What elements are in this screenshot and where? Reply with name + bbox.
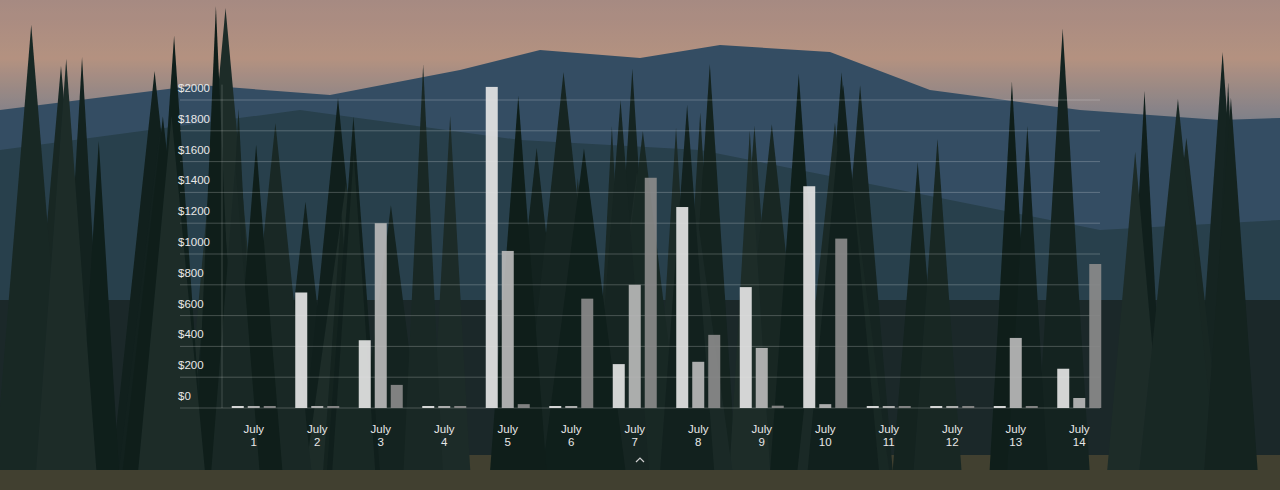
bar — [676, 207, 688, 408]
x-tick-label: July13 — [1006, 423, 1027, 448]
bar — [692, 362, 704, 408]
sky — [0, 0, 1280, 490]
canvas: $0 $200 $400 $600 $800 $1000 $1200 $1400 $1600 $1… — [0, 0, 1280, 490]
bars — [232, 87, 1102, 408]
bar — [438, 406, 450, 408]
bar — [295, 293, 307, 409]
x-tick-label: July11 — [879, 423, 900, 448]
x-tick-label: July12 — [942, 423, 963, 448]
bar — [629, 285, 641, 408]
bar — [581, 299, 593, 408]
x-tick-label: July4 — [434, 423, 455, 448]
bar — [819, 404, 831, 408]
x-tick-label: July1 — [244, 423, 265, 448]
bar — [518, 404, 530, 408]
bar — [264, 406, 276, 408]
x-tick-label: July8 — [688, 423, 709, 448]
x-tick-label: July5 — [498, 423, 519, 448]
y-tick-label: $600 — [178, 298, 204, 310]
y-tick-label: $200 — [178, 359, 204, 371]
bar — [930, 406, 942, 408]
bar — [867, 406, 879, 408]
bar — [1057, 369, 1069, 408]
y-axis-line — [222, 85, 223, 408]
bar — [422, 406, 434, 408]
bar — [1010, 338, 1022, 408]
bar — [708, 335, 720, 408]
bar — [375, 223, 387, 408]
bar — [454, 406, 466, 408]
y-tick-label: $1600 — [178, 144, 210, 156]
x-tick-label: July14 — [1069, 423, 1090, 448]
bar — [803, 186, 815, 408]
bar — [232, 406, 244, 408]
y-tick-label: $2000 — [178, 82, 210, 94]
y-tick-label: $1400 — [178, 174, 210, 186]
shade — [0, 0, 1280, 490]
grid-line — [180, 254, 1100, 255]
grid-line — [180, 161, 1100, 162]
grid-line — [180, 100, 1100, 101]
grid — [180, 100, 1100, 408]
x-tick-label: July2 — [307, 423, 328, 448]
expand-caret[interactable] — [636, 458, 644, 462]
y-tick-label: $0 — [178, 390, 191, 402]
bar — [883, 406, 895, 408]
x-tick-label: July6 — [561, 423, 582, 448]
bar — [248, 406, 260, 408]
grid-line — [180, 130, 1100, 131]
x-tick-label: July10 — [815, 423, 836, 448]
y-tick-label: $1000 — [178, 236, 210, 248]
y-tick-label: $800 — [178, 267, 204, 279]
bar — [359, 340, 371, 408]
bar — [502, 251, 514, 408]
bar — [899, 406, 911, 408]
bar — [1073, 398, 1085, 408]
background — [0, 0, 1280, 490]
x-tick-label: July3 — [371, 423, 392, 448]
bar — [327, 406, 339, 408]
bar — [994, 406, 1006, 408]
y-tick-label: $1800 — [178, 113, 210, 125]
bar — [645, 178, 657, 408]
bar — [613, 364, 625, 408]
bar — [772, 406, 784, 408]
bar — [962, 406, 974, 408]
bar — [1026, 406, 1038, 408]
bar — [835, 239, 847, 408]
bar — [391, 385, 403, 408]
bar — [756, 348, 768, 408]
bar — [565, 406, 577, 408]
bar — [311, 406, 323, 408]
grid-line — [180, 192, 1100, 193]
bar — [1089, 264, 1101, 408]
y-tick-label: $400 — [178, 328, 204, 340]
bar — [486, 87, 498, 408]
bar — [549, 406, 561, 408]
bar — [946, 406, 958, 408]
x-tick-label: July9 — [752, 423, 773, 448]
x-tick-label: July7 — [625, 423, 646, 448]
bar — [740, 287, 752, 408]
y-tick-label: $1200 — [178, 205, 210, 217]
grid-line — [180, 223, 1100, 224]
